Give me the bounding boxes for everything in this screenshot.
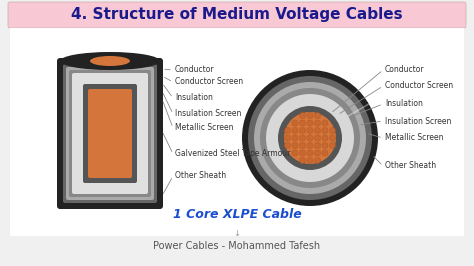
Circle shape [292,143,298,148]
Circle shape [322,150,328,156]
Circle shape [315,157,320,164]
Circle shape [315,135,320,141]
Circle shape [307,135,313,141]
Circle shape [307,127,313,134]
Circle shape [292,135,298,141]
Circle shape [300,113,306,118]
Circle shape [315,150,320,156]
Circle shape [292,127,298,134]
Circle shape [254,82,366,194]
FancyBboxPatch shape [8,2,466,28]
Circle shape [315,113,320,118]
Circle shape [248,76,372,200]
Circle shape [242,70,378,206]
Circle shape [315,120,320,126]
FancyBboxPatch shape [10,28,464,236]
Circle shape [322,120,328,126]
Circle shape [307,150,313,156]
Circle shape [329,127,336,134]
Circle shape [292,150,298,156]
Text: ↓: ↓ [234,228,240,238]
Circle shape [329,135,336,141]
Circle shape [322,135,328,141]
Ellipse shape [90,56,130,66]
Text: Conductor: Conductor [385,65,425,74]
Circle shape [307,113,313,118]
Text: Galvenized Steel Tape Armour: Galvenized Steel Tape Armour [175,149,291,159]
Circle shape [300,120,306,126]
Circle shape [329,143,336,148]
Circle shape [284,112,336,164]
Text: Insulation Screen: Insulation Screen [175,110,241,118]
FancyBboxPatch shape [66,67,154,200]
FancyBboxPatch shape [88,89,132,178]
Ellipse shape [60,52,160,70]
FancyBboxPatch shape [72,73,148,194]
FancyBboxPatch shape [57,58,163,209]
Circle shape [315,127,320,134]
Circle shape [307,120,313,126]
Circle shape [307,143,313,148]
Circle shape [284,135,291,141]
Text: Other Sheath: Other Sheath [175,172,226,181]
Text: Conductor: Conductor [175,65,215,74]
Circle shape [300,143,306,148]
Text: Insulation: Insulation [385,99,423,109]
Circle shape [300,127,306,134]
Text: 1 Core XLPE Cable: 1 Core XLPE Cable [173,207,301,221]
Text: Metallic Screen: Metallic Screen [175,123,234,132]
FancyBboxPatch shape [63,64,157,203]
Circle shape [278,106,342,170]
Circle shape [315,143,320,148]
Circle shape [260,88,360,188]
Circle shape [284,143,291,148]
Circle shape [266,94,354,182]
Circle shape [322,127,328,134]
Text: Power Cables - Mohammed Tafesh: Power Cables - Mohammed Tafesh [154,241,320,251]
FancyBboxPatch shape [83,84,137,183]
Circle shape [300,157,306,164]
Circle shape [284,127,291,134]
Circle shape [307,157,313,164]
Circle shape [300,135,306,141]
Text: Metallic Screen: Metallic Screen [385,134,444,143]
Text: Conductor Screen: Conductor Screen [175,77,243,86]
Circle shape [322,143,328,148]
Text: Insulation Screen: Insulation Screen [385,117,451,126]
Circle shape [300,150,306,156]
FancyBboxPatch shape [69,70,151,197]
Text: Other Sheath: Other Sheath [385,161,436,171]
Circle shape [292,120,298,126]
Text: Insulation: Insulation [175,94,213,102]
Text: 4. Structure of Medium Voltage Cables: 4. Structure of Medium Voltage Cables [71,7,403,23]
Text: Conductor Screen: Conductor Screen [385,81,453,90]
